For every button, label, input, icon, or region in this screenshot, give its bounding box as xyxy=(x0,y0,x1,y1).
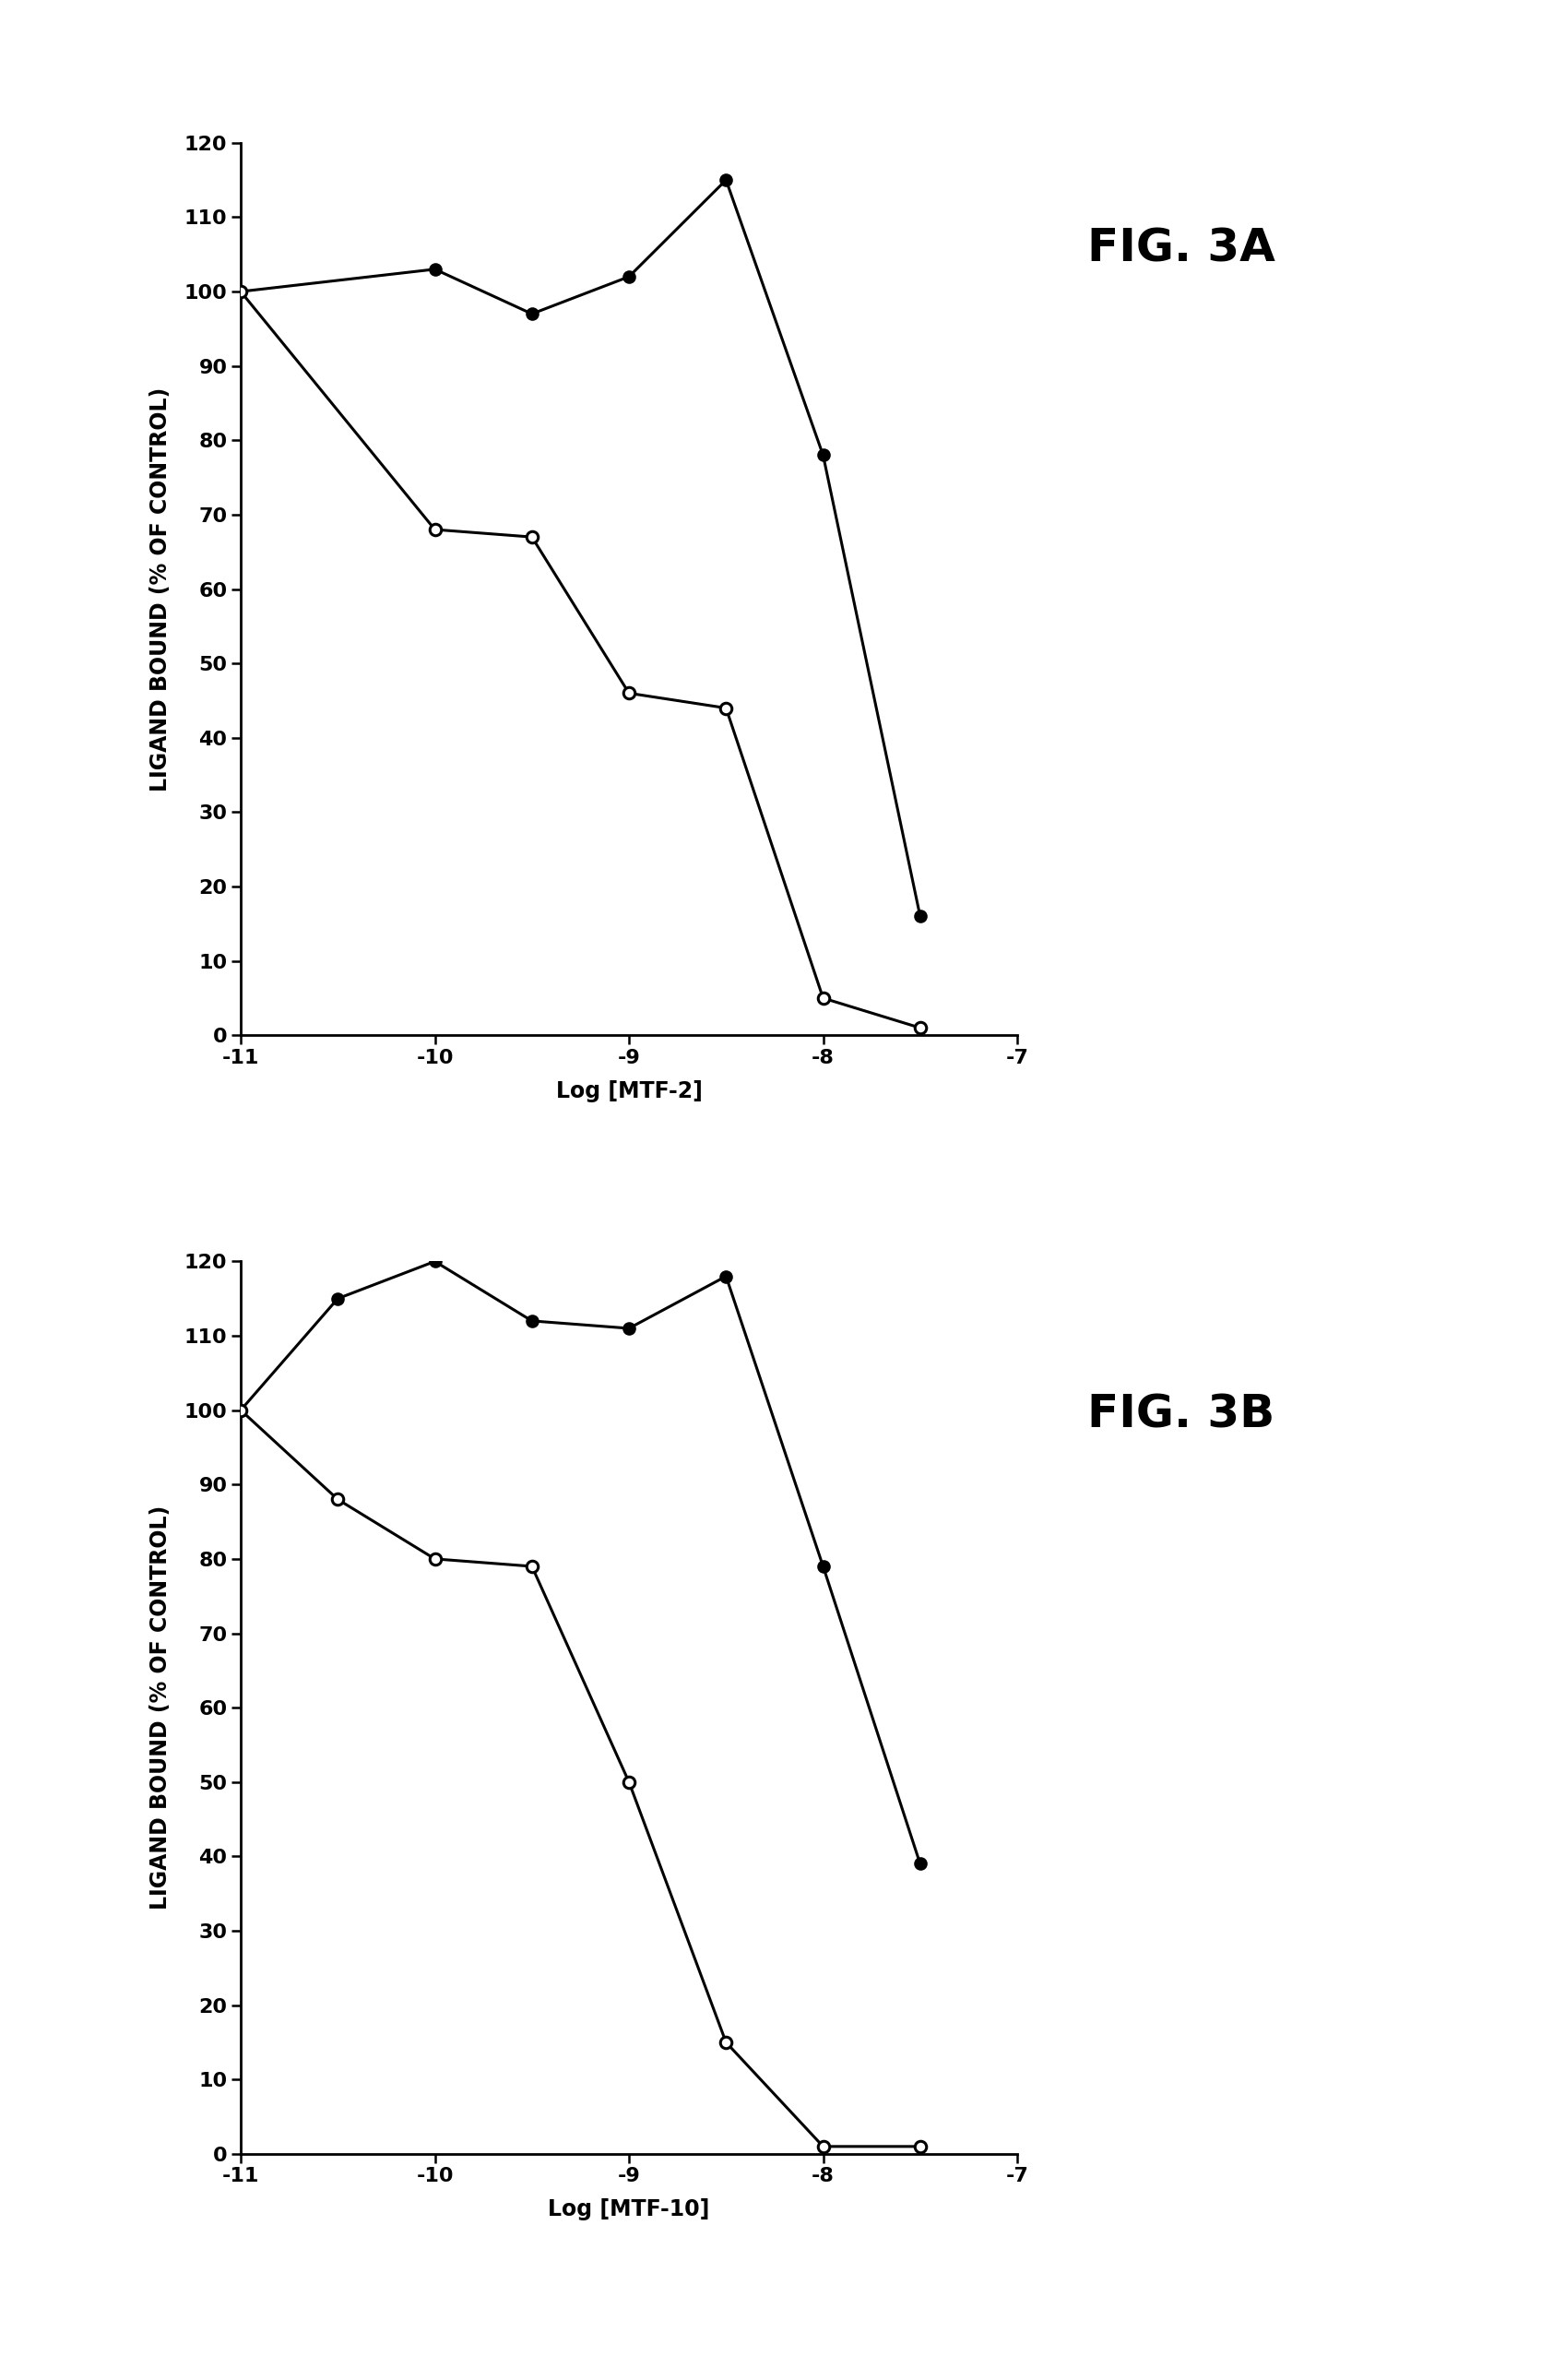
Y-axis label: LIGAND BOUND (% OF CONTROL): LIGAND BOUND (% OF CONTROL) xyxy=(149,388,171,790)
Text: FIG. 3A: FIG. 3A xyxy=(1087,226,1275,271)
X-axis label: Log [MTF-2]: Log [MTF-2] xyxy=(556,1081,702,1102)
Y-axis label: LIGAND BOUND (% OF CONTROL): LIGAND BOUND (% OF CONTROL) xyxy=(149,1507,171,1909)
X-axis label: Log [MTF-10]: Log [MTF-10] xyxy=(548,2199,710,2221)
Text: FIG. 3B: FIG. 3B xyxy=(1087,1392,1275,1438)
